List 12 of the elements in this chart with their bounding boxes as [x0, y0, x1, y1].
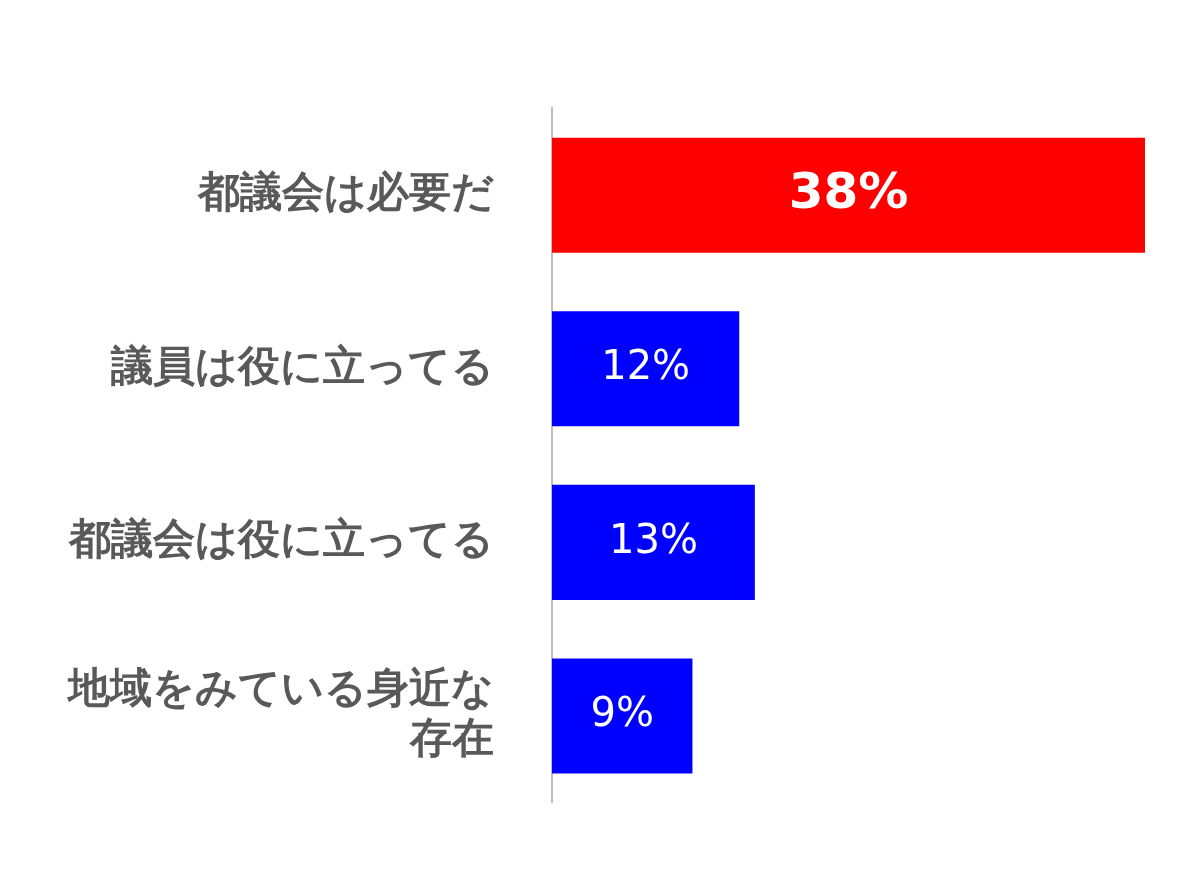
- y-tick-label: 地域をみている身近な存在: [66, 662, 494, 763]
- bar: [552, 137, 1145, 253]
- y-tick-label: 都議会は必要だ: [197, 167, 494, 217]
- bar: [552, 658, 693, 774]
- data-label: 13%: [608, 515, 698, 562]
- data-label: 9%: [590, 689, 654, 736]
- bar: [552, 311, 740, 427]
- data-label: 12%: [601, 342, 691, 389]
- y-tick-label: 議員は役に立ってる: [110, 340, 494, 390]
- bar: [552, 484, 755, 600]
- data-label: 38%: [788, 162, 909, 221]
- y-tick-label: 都議会は役に立ってる: [68, 514, 494, 564]
